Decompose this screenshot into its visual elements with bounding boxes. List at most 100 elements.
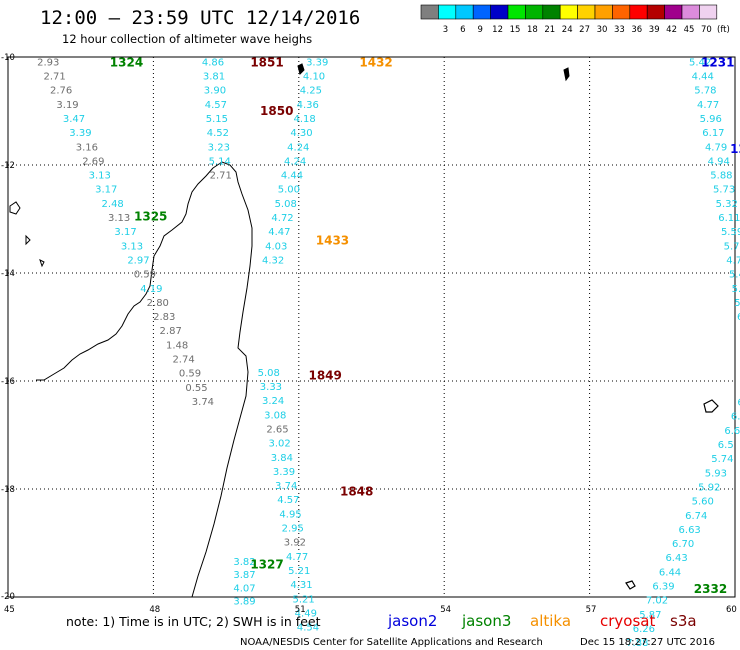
x-tick-label: 60 xyxy=(726,605,737,615)
swh-value: 5.41 xyxy=(734,298,740,309)
swh-value: 6.50 xyxy=(737,312,740,323)
track-jason2-1231: 5.42 4.44 5.78 4.77 5.96 6.17 4.79 4.94 5.88 5.73… xyxy=(689,57,740,337)
swh-value: 5.14 xyxy=(209,156,231,167)
colorbar-swatch xyxy=(507,4,526,20)
swh-value: 3.47 xyxy=(63,114,85,125)
swh-value: 0.59 xyxy=(179,369,201,380)
colorbar-label: 12 xyxy=(492,25,503,35)
swh-value: 4.47 xyxy=(268,227,290,238)
legend-cryosat: cryosat xyxy=(600,612,655,630)
colorbar-label: 70 xyxy=(701,25,712,35)
colorbar-swatch xyxy=(472,4,491,20)
swh-value: 6 xyxy=(737,398,740,409)
colorbar-label: 24 xyxy=(562,25,573,35)
legend-jason2: jason2 xyxy=(387,612,437,630)
colorbar-label: 9 xyxy=(477,25,482,35)
legend-s3a: s3a xyxy=(670,612,697,630)
track-jason3-1327: 3.82 3.87 4.07 3.89 xyxy=(233,557,255,608)
swh-value: 4.32 xyxy=(262,255,284,266)
swh-value: 5.49 xyxy=(729,270,740,281)
mauritius-island xyxy=(703,399,719,413)
pass-label: 1432 xyxy=(359,55,392,69)
comoros-islands xyxy=(9,201,45,268)
swh-value: 3.39 xyxy=(273,467,295,478)
swh-value: 4.24 xyxy=(287,142,309,153)
chart-subtitle: 12 hour collection of altimeter wave hei… xyxy=(62,32,312,46)
swh-value: 2.71 xyxy=(44,72,66,83)
colorbar-label: 36 xyxy=(631,25,642,35)
swh-value: 5.21 xyxy=(292,594,314,605)
swh-value: 3.87 xyxy=(233,570,255,581)
swh-value: 5.42 xyxy=(689,57,711,68)
swh-value: 3.24 xyxy=(262,396,284,407)
swh-value: 3.19 xyxy=(56,100,78,111)
colorbar-swatch xyxy=(438,4,457,20)
swh-value: 4.30 xyxy=(290,128,312,139)
colorbar-swatch xyxy=(542,4,561,20)
swh-value: 2.87 xyxy=(160,326,182,337)
swh-value: 3.02 xyxy=(269,439,291,450)
swh-value: 6.63 xyxy=(679,525,701,536)
pass-label: 1851 xyxy=(250,55,283,69)
swh-value: 3.08 xyxy=(264,410,286,421)
x-tick-label: 57 xyxy=(586,605,597,615)
swh-value: 3.13 xyxy=(108,213,130,224)
swh-value: 3.74 xyxy=(192,397,214,408)
colorbar-label: 21 xyxy=(544,25,555,35)
swh-value: 5.93 xyxy=(705,468,727,479)
swh-value: 2.69 xyxy=(82,156,104,167)
track-cryosat-1848: 5.08 3.33 3.24 3.08 2.65 3.02 3.84 3.39 3.74 4.57… xyxy=(258,368,320,634)
pass-label: 1324 xyxy=(110,55,143,69)
swh-value: 6.74 xyxy=(685,511,707,522)
lat-lon-grid xyxy=(8,57,735,597)
swh-value: 3.84 xyxy=(271,453,293,464)
chart-title: 12:00 – 23:59 UTC 12/14/2016 xyxy=(40,7,360,29)
swh-value: 4.07 xyxy=(233,583,255,594)
swh-value: 5.59 xyxy=(721,227,740,238)
colorbar-swatch xyxy=(664,4,683,20)
track-cryosat-1850: 4.86 3.81 3.90 4.57 5.15 4.52 3.23 5.14 2.71 xyxy=(202,57,232,181)
swh-value: 5.92 xyxy=(698,482,720,493)
colorbar-label: 45 xyxy=(684,25,695,35)
track-jason3-1324: 2.93 2.71 2.76 3.19 3.47 3.39 3.16 2.69 3.13 3.17… xyxy=(37,57,214,408)
y-tick-label: -18 xyxy=(1,485,15,495)
pass-label: 1325 xyxy=(134,209,167,223)
agalega-island xyxy=(563,67,570,82)
axis-ticks: 45 48 51 54 57 60 -10 -12 -14 -16 -18 -20 xyxy=(1,53,737,615)
swh-value: 2.97 xyxy=(127,255,149,266)
colorbar-label: 18 xyxy=(527,25,538,35)
swh-value: 4.24 xyxy=(284,156,306,167)
colorbar-label: 33 xyxy=(614,25,625,35)
swh-value: 4.86 xyxy=(202,57,224,68)
swh-value: 2.65 xyxy=(266,424,288,435)
colorbar-swatch xyxy=(577,4,596,20)
swh-value: 0.59 xyxy=(134,270,156,281)
swh-value: 5.32 xyxy=(716,199,738,210)
swh-value: 5.08 xyxy=(275,199,297,210)
swh-value: 2.80 xyxy=(147,298,169,309)
swh-value: 3.13 xyxy=(121,241,143,252)
swh-value: 2.76 xyxy=(50,86,72,97)
credit-text: NOAA/NESDIS Center for Satellite Applica… xyxy=(240,637,543,648)
colorbar-swatch xyxy=(490,4,509,20)
swh-value: 6.11 xyxy=(718,213,740,224)
colorbar-unit: (ft) xyxy=(717,25,730,35)
swh-value: 7.88 xyxy=(626,638,648,649)
colorbar-swatch xyxy=(646,4,665,20)
swh-value: 0.55 xyxy=(185,383,207,394)
legend-jason3: jason3 xyxy=(461,612,511,630)
swh-value: 4.10 xyxy=(303,72,325,83)
swh-value: 6.43 xyxy=(665,553,687,564)
y-tick-label: -12 xyxy=(1,161,15,171)
x-tick-label: 48 xyxy=(149,605,160,615)
colorbar-label: 6 xyxy=(460,25,465,35)
track-s3a-2332: 6 6. 6.6 6.5 5.74 5.93 5.92 5.60 6.74 6.63 6.70 6.4… xyxy=(626,398,740,650)
satellite-legend: jason2 jason3 altika cryosat s3a xyxy=(387,612,697,630)
swh-value: 2.83 xyxy=(153,312,175,323)
reunion-island xyxy=(625,580,636,590)
madagascar-coastline xyxy=(36,161,253,598)
swh-value: 5.74 xyxy=(711,454,733,465)
y-tick-label: -10 xyxy=(1,53,15,63)
colorbar-swatch xyxy=(681,4,700,20)
swh-value: 3.74 xyxy=(275,481,297,492)
